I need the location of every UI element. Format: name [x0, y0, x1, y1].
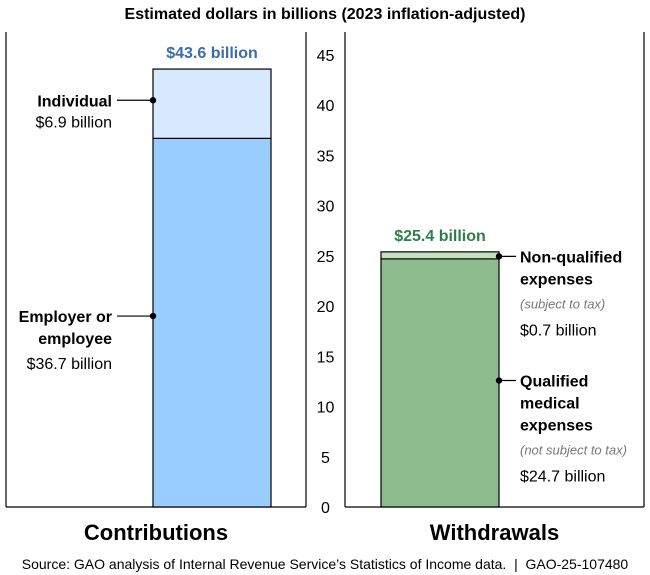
segment-name-label: Qualified — [520, 373, 588, 390]
y-tick-label: 45 — [317, 48, 335, 65]
y-tick-label: 20 — [317, 299, 335, 316]
segment-name-label: expenses — [520, 417, 593, 434]
segment-name-label: expenses — [520, 271, 593, 288]
y-tick-label: 35 — [317, 148, 335, 165]
segment-note-label: (not subject to tax) — [520, 442, 627, 457]
segment-value-label: $0.7 billion — [520, 322, 597, 339]
y-tick-label: 30 — [317, 199, 335, 216]
callout-dot — [495, 253, 503, 260]
segment-name-label: employee — [38, 331, 112, 348]
segment-labels: $43.6 billion Contributions $25.4 billion W… — [19, 45, 627, 545]
chart-title: Estimated dollars in billions (2023 infl… — [125, 6, 526, 23]
segment-name-label: Employer or — [19, 309, 112, 326]
y-tick-label: 40 — [317, 98, 335, 115]
segment-value-label: $36.7 billion — [27, 356, 112, 373]
bar-segment — [380, 258, 500, 508]
segment-name-label: Individual — [37, 93, 112, 110]
bar-segment — [152, 68, 272, 139]
category-label: Withdrawals — [430, 520, 559, 545]
y-tick-label: 5 — [321, 450, 330, 467]
bar-total-label: $43.6 billion — [166, 45, 258, 62]
source-note: Source: GAO analysis of Internal Revenue… — [22, 556, 629, 572]
segment-name-label: Non-qualified — [520, 249, 622, 266]
y-tick-label: 15 — [317, 349, 335, 366]
callout-dot — [149, 97, 157, 104]
category-label: Contributions — [84, 520, 228, 545]
segment-name-label: medical — [520, 395, 580, 412]
callout-dot — [149, 312, 157, 320]
segment-note-label: (subject to tax) — [520, 296, 605, 311]
bar-segment — [152, 137, 272, 508]
y-tick-label: 10 — [317, 400, 335, 417]
y-tick-label: 25 — [317, 249, 335, 266]
segment-value-label: $24.7 billion — [520, 468, 605, 485]
y-tick-label: 0 — [321, 500, 330, 517]
callout-dot — [495, 377, 503, 384]
bar-total-label: $25.4 billion — [394, 228, 486, 245]
bars-group — [152, 68, 500, 508]
bar-segment — [380, 251, 500, 260]
segment-value-label: $6.9 billion — [36, 114, 113, 131]
y-axis: 0 5 10 15 20 25 30 35 40 45 — [317, 48, 335, 517]
